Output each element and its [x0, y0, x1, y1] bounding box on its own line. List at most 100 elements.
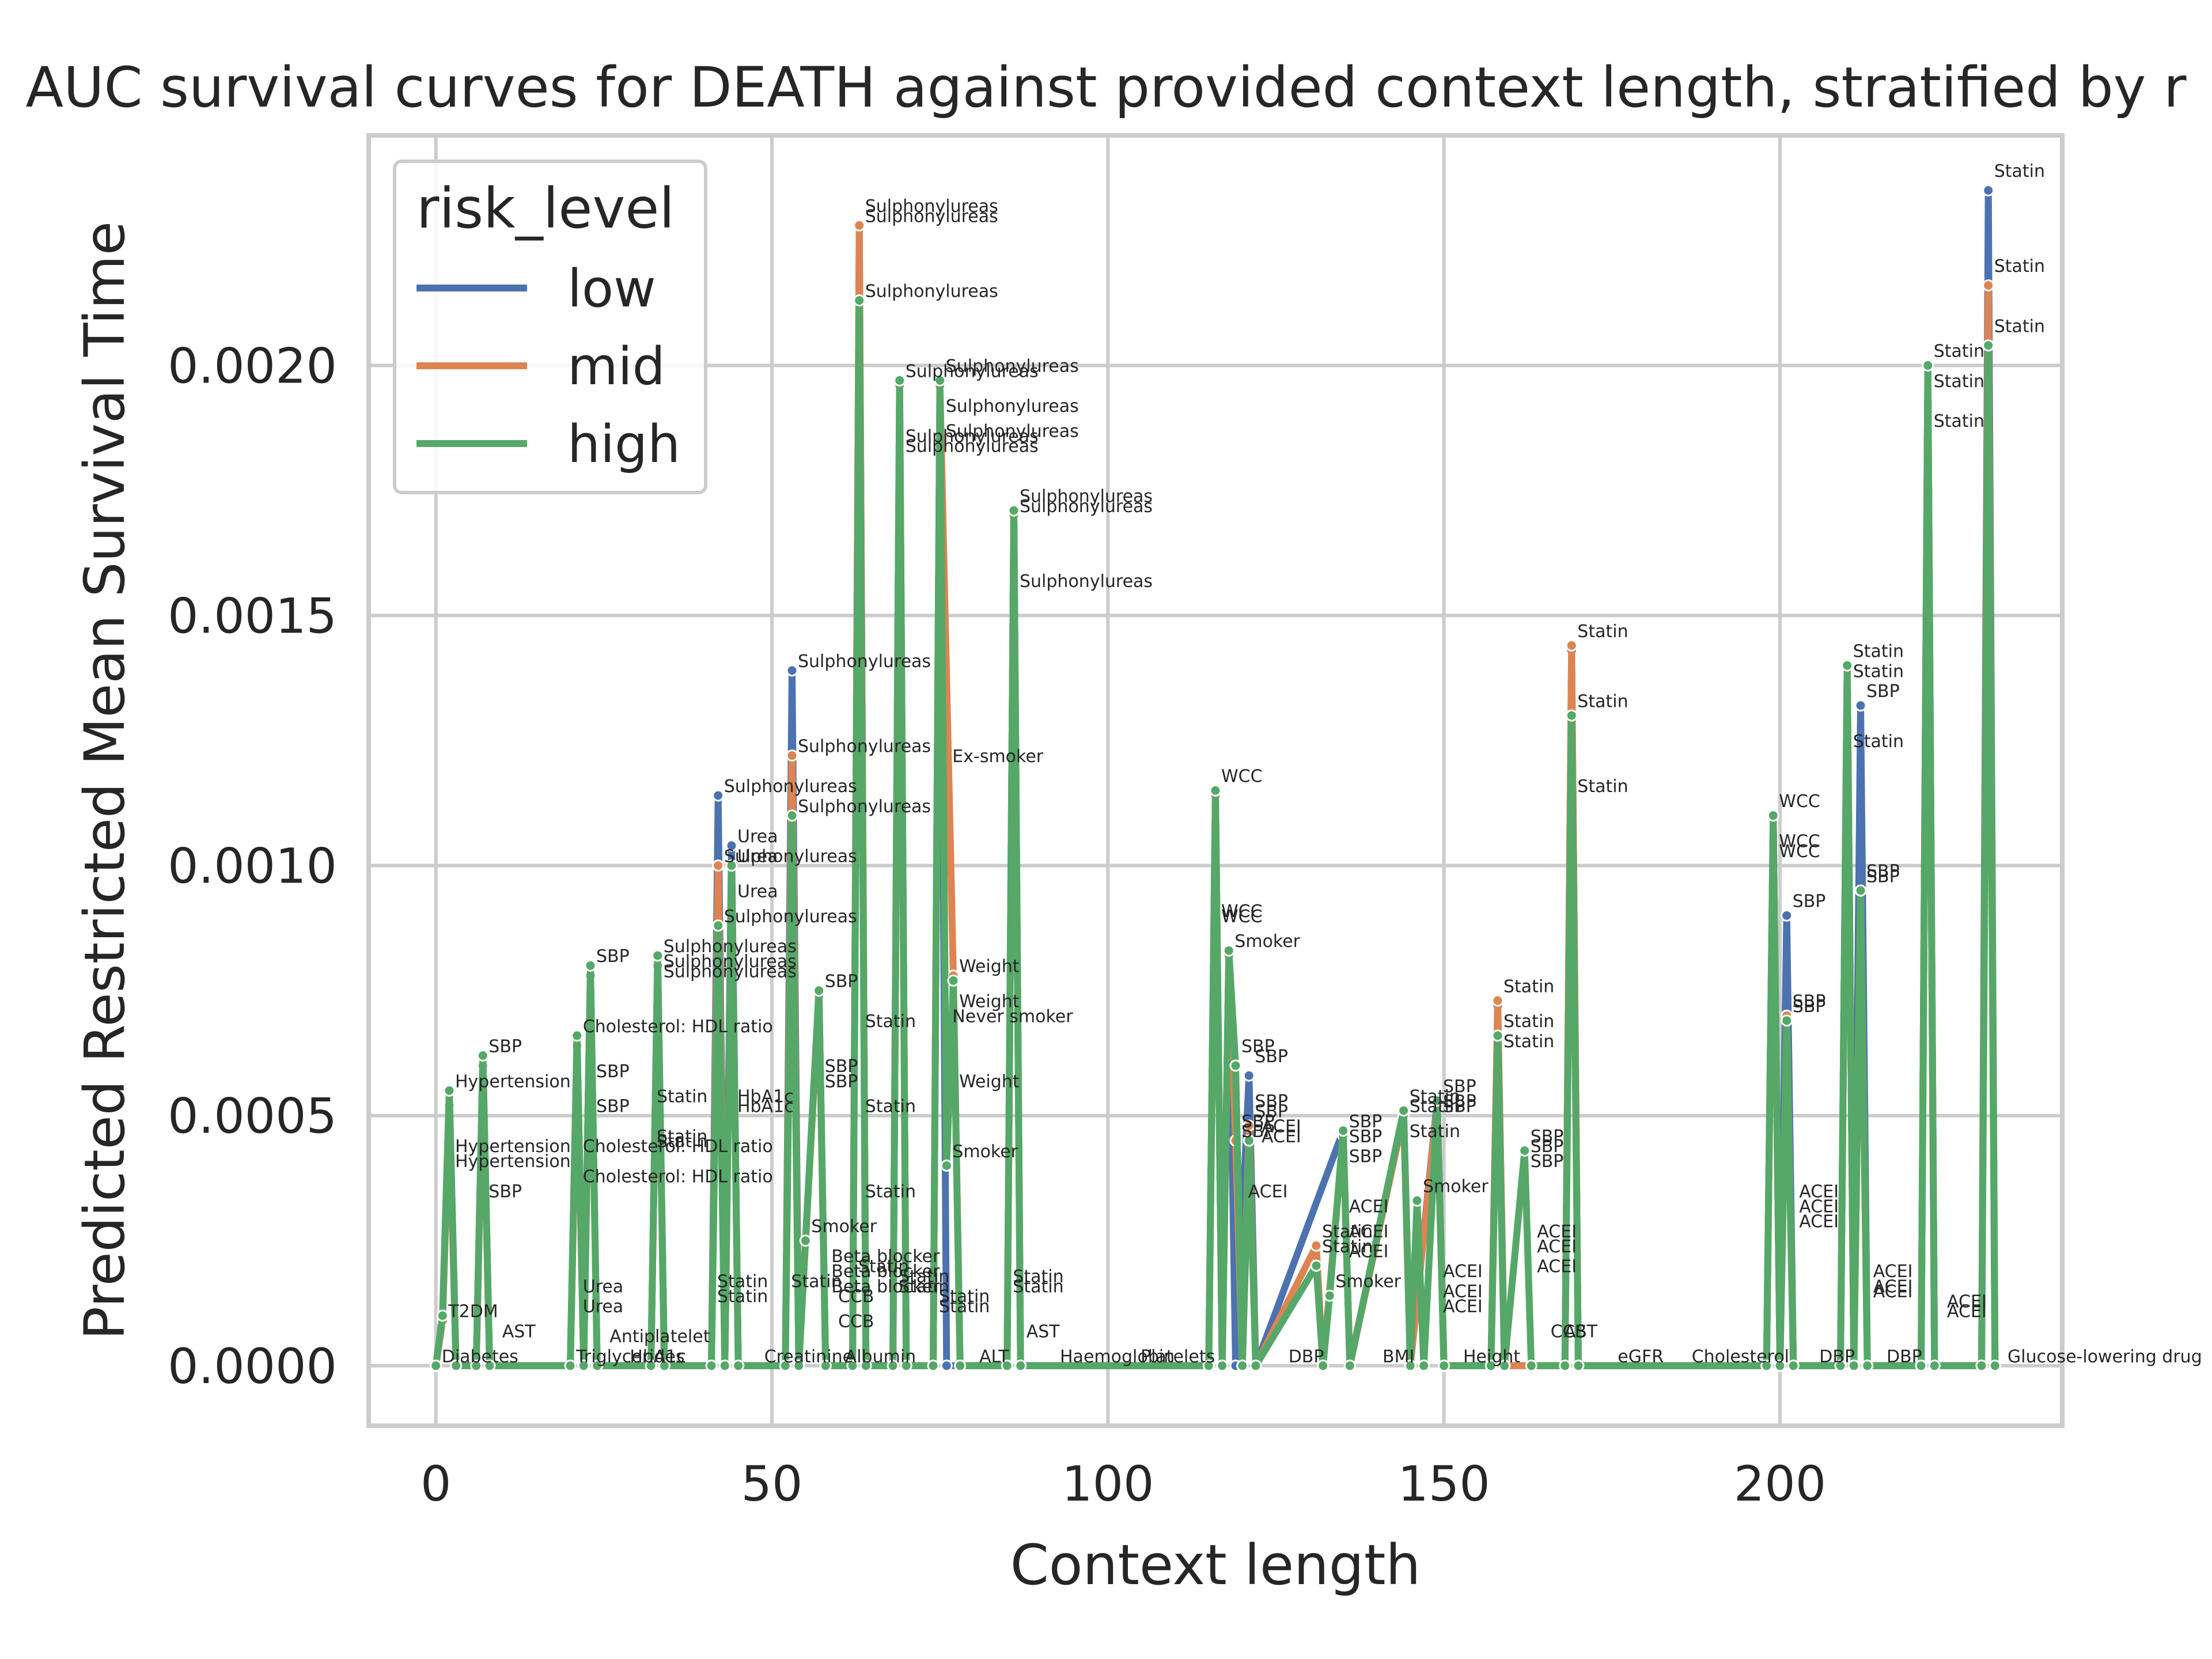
point-label: HbA1c [630, 1347, 686, 1367]
point-label: ACEI [1248, 1181, 1288, 1202]
point-label: SBP [825, 1056, 858, 1077]
point-label: Statin [939, 1297, 990, 1317]
data-point-high [1774, 1359, 1786, 1372]
point-label: SBP [1866, 866, 1900, 887]
point-label: Smoker [1423, 1177, 1488, 1197]
point-label: Urea [737, 827, 778, 847]
y-axis-ticks: 0.0000 0.0005 0.0010 0.0015 0.0020 [168, 338, 337, 1394]
data-point-high [1404, 1359, 1416, 1372]
point-label: Statin [1853, 661, 1904, 681]
legend-label-high: high [567, 414, 680, 475]
legend-title: risk_level [416, 176, 675, 241]
point-label: SBP [1443, 1077, 1476, 1097]
point-label: ACEI [1947, 1302, 1987, 1322]
point-label: Statin [865, 1181, 916, 1202]
point-label: SBP [1255, 1101, 1288, 1122]
point-label: SBP [1793, 991, 1826, 1012]
data-point-high [1222, 944, 1235, 957]
point-label: Sulphonylureas [906, 426, 1039, 446]
point-label: Ex-smoker [952, 747, 1044, 767]
point-label: Sulphonylureas [724, 907, 857, 927]
point-label: Weight [959, 957, 1020, 977]
point-label: WCC [1779, 832, 1820, 852]
data-point-high [1317, 1359, 1330, 1372]
point-label: WCC [1779, 791, 1820, 812]
point-label: Statin [858, 1257, 909, 1277]
point-label: Urea [737, 847, 778, 867]
point-label: ACEI [1262, 1116, 1301, 1137]
data-point-low [1781, 909, 1793, 922]
point-label: HbA1c [737, 1097, 794, 1117]
point-label: Beta blocker [831, 1277, 940, 1297]
point-label: Albumin [845, 1347, 916, 1367]
data-point-low [786, 664, 798, 677]
data-point-high [1236, 1359, 1249, 1372]
data-point-mid [1982, 279, 1995, 291]
point-label: Statin [1934, 342, 1984, 362]
data-point-high [1337, 1124, 1350, 1137]
point-label: Statin [1853, 642, 1904, 662]
data-point-high [1209, 784, 1222, 797]
point-label: Statin [1410, 1086, 1460, 1107]
legend-label-mid: mid [567, 336, 665, 397]
data-point-high [1572, 1359, 1585, 1372]
data-point-high [1202, 1359, 1215, 1372]
data-point-high [1915, 1359, 1927, 1372]
data-point-high [1438, 1359, 1450, 1372]
data-point-high [1861, 1359, 1874, 1372]
point-label: T2DM [448, 1302, 498, 1322]
data-point-high [813, 984, 825, 997]
point-label: Urea [583, 1277, 623, 1297]
point-label: Statin [865, 1012, 916, 1032]
point-label: CCB [1551, 1321, 1586, 1342]
point-label: Diabetes [442, 1347, 518, 1367]
data-point-low [725, 839, 738, 852]
data-point-high [1243, 1134, 1255, 1147]
series-high [430, 294, 2001, 1372]
point-label: SBP [596, 1097, 630, 1117]
data-point-high [846, 1359, 859, 1372]
point-label: Sulphonylureas [724, 777, 857, 797]
data-point-high [1565, 709, 1578, 722]
data-point-high [1975, 1359, 1988, 1372]
data-point-high [859, 1359, 872, 1372]
point-label: Cholesterol [1692, 1347, 1789, 1367]
point-label: AST [502, 1321, 536, 1342]
data-point-high [1498, 1359, 1511, 1372]
point-label: SBP [596, 946, 630, 967]
data-point-mid [853, 219, 866, 232]
data-point-high [1484, 1359, 1497, 1372]
point-label: DBP [1887, 1347, 1922, 1367]
data-point-high [793, 1359, 805, 1372]
point-label: Glucose-lowering drug [2008, 1347, 2202, 1367]
point-label: Sulphonylureas [1020, 487, 1153, 507]
x-axis-label: Context length [1010, 1533, 1421, 1597]
data-point-high [947, 974, 960, 987]
data-point-low [1854, 699, 1867, 712]
point-label: HbA1c [737, 1086, 794, 1107]
point-label: Triglycerides [575, 1347, 684, 1367]
data-point-high [893, 374, 906, 387]
data-point-mid [1491, 994, 1504, 1007]
plot-frame [366, 133, 2065, 1428]
point-label: eGFR [1618, 1347, 1664, 1367]
point-label: SBP [1255, 1047, 1288, 1067]
point-label: Statin [1934, 411, 1984, 431]
point-label: Antiplatelet [609, 1327, 710, 1347]
data-point-high [954, 1359, 967, 1372]
data-point-high [725, 859, 738, 872]
data-point-high [887, 1359, 899, 1372]
point-label: SBP [1349, 1112, 1382, 1132]
point-label: Sulphonylureas [798, 737, 931, 757]
legend-items: low mid high [416, 259, 680, 475]
point-label: Cholesterol: HDL ratio [583, 1166, 773, 1187]
point-label: Platelets [1141, 1347, 1215, 1367]
data-point-mid [1243, 1119, 1255, 1132]
point-label: SBP [825, 1071, 858, 1092]
point-label: Sulphonylureas [664, 961, 797, 982]
point-label: ACEI [1443, 1262, 1483, 1282]
x-tick-label: 100 [1062, 1456, 1154, 1512]
data-point-high [571, 1029, 584, 1042]
point-label: ALT [979, 1347, 1009, 1367]
data-point-high [577, 1359, 590, 1372]
